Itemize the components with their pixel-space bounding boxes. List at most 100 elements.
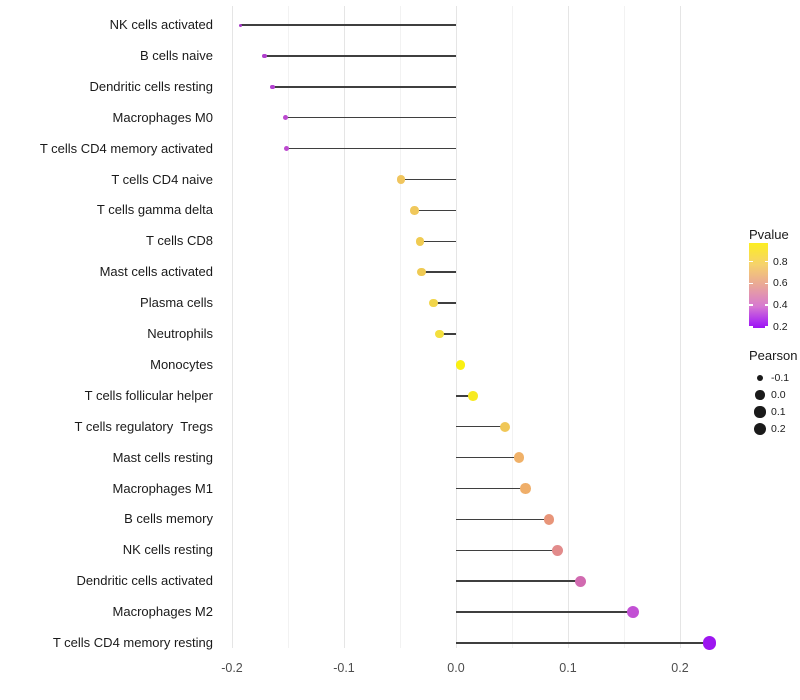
pearson-legend-dot xyxy=(754,406,766,418)
x-tick-label: -0.2 xyxy=(221,661,243,675)
lollipop-stick xyxy=(420,240,456,243)
colorbar-tick xyxy=(749,260,753,263)
lollipop-dot xyxy=(520,483,531,494)
category-label: B cells memory xyxy=(124,511,213,527)
lollipop-dot xyxy=(270,84,275,90)
lollipop-dot xyxy=(500,421,511,432)
category-label: Plasma cells xyxy=(140,295,213,311)
lollipop-stick xyxy=(456,456,519,459)
lollipop-dot xyxy=(410,206,419,215)
colorbar-tick xyxy=(764,260,768,263)
lollipop-stick xyxy=(414,209,456,212)
pearson-legend-label: -0.1 xyxy=(771,372,790,384)
category-label: T cells regulatory Tregs xyxy=(74,418,213,434)
lollipop-stick xyxy=(456,395,473,397)
category-label: Neutrophils xyxy=(147,326,213,341)
lollipop-dot xyxy=(552,544,564,556)
pvalue-colorbar xyxy=(749,243,768,328)
grid-major-line xyxy=(456,6,457,648)
pearson-legend-dot xyxy=(755,390,765,400)
lollipop-dot xyxy=(415,237,425,246)
lollipop-stick xyxy=(286,147,456,150)
category-label: NK cells activated xyxy=(109,17,213,32)
lollipop-dot xyxy=(397,175,406,184)
colorbar-tick-label: 0.4 xyxy=(773,299,788,312)
lollipop-stick xyxy=(401,178,456,181)
lollipop-dot xyxy=(468,391,478,401)
category-label: T cells CD4 memory activated xyxy=(39,140,213,156)
lollipop-stick xyxy=(456,487,526,490)
grid-minor-line xyxy=(512,6,513,648)
lollipop-stick xyxy=(264,55,456,57)
grid-major-line xyxy=(232,6,233,648)
category-label: NK cells resting xyxy=(122,542,213,558)
x-tick-label: 0.1 xyxy=(559,661,577,675)
lollipop-dot xyxy=(262,53,267,58)
category-label: Mast cells resting xyxy=(112,449,213,465)
grid-major-line xyxy=(568,6,569,648)
category-label: Macrophages M0 xyxy=(112,109,213,125)
colorbar-tick-label: 0.8 xyxy=(773,255,788,268)
pearson-legend-dot xyxy=(756,374,764,382)
colorbar-tick xyxy=(749,282,753,285)
lollipop-stick xyxy=(456,425,506,428)
lollipop-dot xyxy=(513,452,524,463)
pearson-legend-title: Pearson xyxy=(749,348,798,363)
category-label: Dendritic cells activated xyxy=(76,573,213,589)
colorbar-tick-label: 0.2 xyxy=(773,320,788,333)
category-label: Macrophages M1 xyxy=(112,480,213,496)
colorbar-tick xyxy=(764,326,768,328)
lollipop-stick xyxy=(421,271,456,273)
category-label: T cells CD4 naive xyxy=(111,171,213,187)
colorbar-tick-label: 0.6 xyxy=(773,277,788,290)
pearson-legend-dot xyxy=(753,422,767,436)
grid-minor-line xyxy=(288,6,289,648)
lollipop-stick xyxy=(456,518,549,521)
lollipop-dot xyxy=(283,115,289,121)
pvalue-legend: Pvalue 0.8 0.6 0.4 0.2 xyxy=(749,227,800,332)
pearson-legend-label: 0.0 xyxy=(771,389,786,401)
lollipop-stick xyxy=(456,549,558,552)
lollipop-stick xyxy=(456,580,581,582)
x-tick-label: -0.1 xyxy=(333,661,355,675)
lollipop-stick xyxy=(272,86,456,88)
grid-minor-line xyxy=(624,6,625,648)
lollipop-dot xyxy=(429,298,438,308)
lollipop-dot xyxy=(284,146,290,152)
lollipop-dot xyxy=(574,575,586,587)
lollipop-stick xyxy=(456,611,633,613)
lollipop-dot xyxy=(455,360,466,370)
pearson-legend: Pearson -0.1 0.0 0.1 0.2 xyxy=(749,348,800,436)
category-label: T cells gamma delta xyxy=(96,202,213,218)
pearson-legend-label: 0.2 xyxy=(771,423,786,435)
lollipop-dot xyxy=(434,329,444,339)
lollipop-dot xyxy=(626,606,639,619)
category-label: Dendritic cells resting xyxy=(89,78,213,94)
lollipop-stick xyxy=(433,302,456,304)
lollipop-stick xyxy=(456,642,710,644)
x-tick-label: 0.2 xyxy=(671,661,689,675)
lollipop-stick xyxy=(439,333,456,335)
lollipop-dot xyxy=(239,23,243,27)
pearson-legend-label: 0.1 xyxy=(771,406,786,418)
grid-minor-line xyxy=(400,6,401,648)
category-label: Monocytes xyxy=(150,356,213,372)
colorbar-tick xyxy=(764,304,768,306)
grid-major-line xyxy=(344,6,345,648)
lollipop-dot xyxy=(417,267,426,277)
lollipop-stick xyxy=(285,116,456,119)
pvalue-legend-title: Pvalue xyxy=(749,227,789,242)
plot-panel xyxy=(222,6,719,650)
colorbar-tick xyxy=(749,326,753,328)
lollipop-stick xyxy=(240,24,456,26)
grid-major-line xyxy=(680,6,681,648)
colorbar-tick xyxy=(764,282,768,285)
category-label: Mast cells activated xyxy=(99,264,213,280)
category-label: T cells CD4 memory resting xyxy=(52,635,213,650)
colorbar-tick xyxy=(749,304,753,306)
category-label: Macrophages M2 xyxy=(112,604,213,620)
category-label: T cells CD8 xyxy=(146,233,213,249)
category-label: T cells follicular helper xyxy=(84,387,213,403)
lollipop-dot xyxy=(543,513,555,525)
